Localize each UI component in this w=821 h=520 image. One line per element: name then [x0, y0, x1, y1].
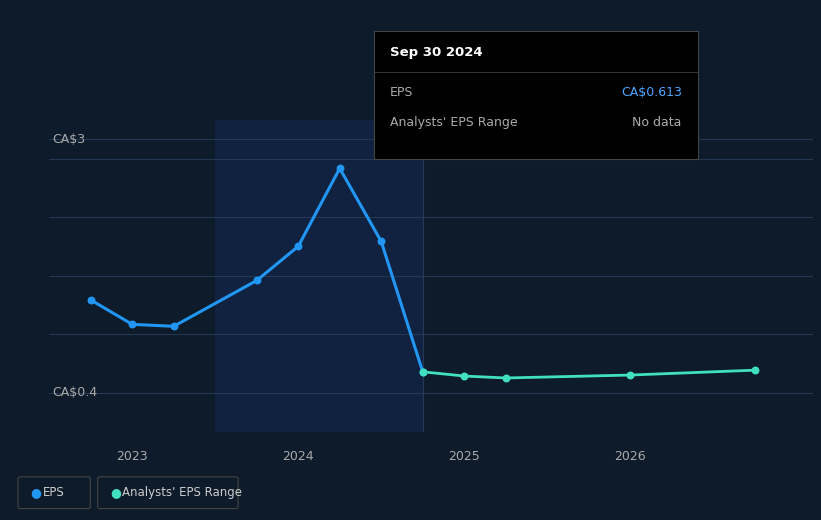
Point	[250, 276, 264, 284]
Point	[291, 242, 305, 251]
Text: CA$0.4: CA$0.4	[53, 386, 98, 399]
Point	[748, 366, 761, 374]
Text: No data: No data	[632, 116, 681, 129]
Text: ●: ●	[110, 486, 121, 499]
Text: EPS: EPS	[43, 486, 64, 499]
Point	[416, 368, 429, 376]
Point	[416, 368, 429, 376]
Text: 2025: 2025	[448, 450, 480, 463]
Text: 2026: 2026	[614, 450, 646, 463]
Point	[624, 371, 637, 379]
Point	[167, 322, 181, 331]
Point	[374, 237, 388, 245]
Text: CA$0.613: CA$0.613	[621, 86, 681, 99]
Point	[126, 320, 139, 329]
Point	[333, 164, 346, 173]
Bar	[215, 120, 423, 432]
Text: Analysts' EPS Range: Analysts' EPS Range	[390, 116, 517, 129]
Text: 2023: 2023	[117, 450, 148, 463]
Text: ●: ●	[30, 486, 41, 499]
Text: Sep 30 2024: Sep 30 2024	[390, 46, 483, 59]
Text: 2024: 2024	[282, 450, 314, 463]
Point	[85, 296, 98, 304]
Text: Actual: Actual	[378, 118, 418, 131]
Text: Analysts' EPS Range: Analysts' EPS Range	[122, 486, 242, 499]
Point	[499, 374, 512, 382]
Point	[457, 372, 470, 380]
Text: CA$3: CA$3	[53, 133, 85, 146]
Text: EPS: EPS	[390, 86, 413, 99]
Text: Analysts Forecasts: Analysts Forecasts	[436, 118, 553, 131]
